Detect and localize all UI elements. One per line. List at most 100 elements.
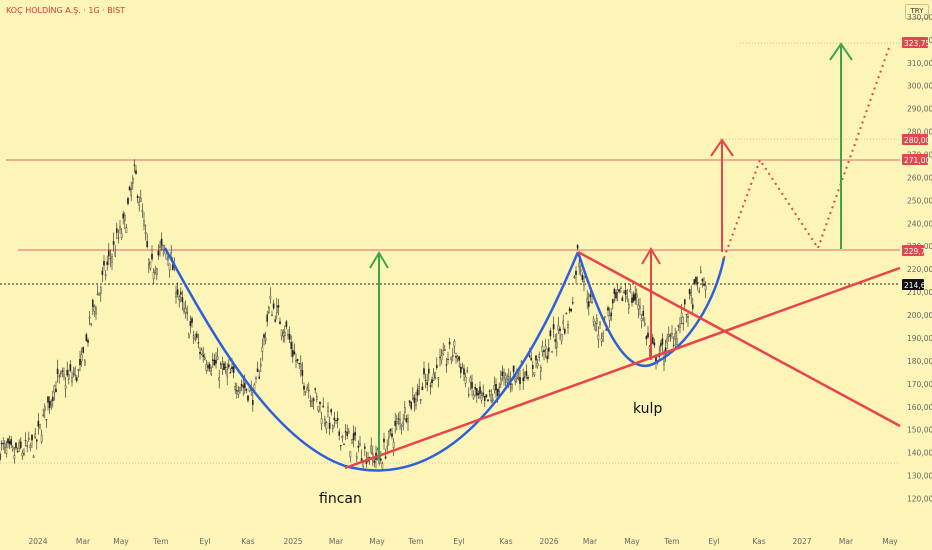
candle-body xyxy=(237,391,240,395)
x-tick-label: May xyxy=(624,537,640,546)
price-axis[interactable]: 330,00320,00310,00300,00290,00280,00270,… xyxy=(907,13,932,504)
candle-body xyxy=(194,337,197,340)
candle-body xyxy=(612,299,614,304)
y-tick-label: 260,00 xyxy=(907,173,932,182)
candle-body xyxy=(335,420,337,422)
price-tag-resistance: 271,00 xyxy=(902,154,930,165)
candle-body xyxy=(405,418,408,422)
candle-body xyxy=(20,441,22,448)
candle-body xyxy=(2,443,4,445)
candle-body xyxy=(152,272,155,280)
candle-body xyxy=(109,258,112,260)
y-tick-label: 140,00 xyxy=(907,449,932,458)
candle-body xyxy=(480,395,483,401)
candle-body xyxy=(50,400,52,405)
y-tick-label: 120,00 xyxy=(907,495,932,504)
candle-body xyxy=(360,458,363,461)
candle-body xyxy=(123,214,126,221)
candle-body xyxy=(117,237,120,239)
candle-body xyxy=(79,359,81,366)
candle-body xyxy=(277,304,280,308)
svg-text:323,75: 323,75 xyxy=(904,39,930,48)
candle-body xyxy=(255,377,257,379)
candle-body xyxy=(541,346,544,352)
candle-body xyxy=(544,345,547,350)
candle-body xyxy=(245,388,248,391)
candle-body xyxy=(501,371,504,376)
candle-body xyxy=(495,384,497,391)
candle-body xyxy=(160,238,163,246)
candlestick-series xyxy=(0,159,707,471)
candle-body xyxy=(136,195,139,198)
currency-selector-button[interactable]: TRY xyxy=(905,4,929,19)
candle-body xyxy=(629,289,632,292)
candle-body xyxy=(636,293,638,298)
candle-body xyxy=(8,441,11,445)
candle-body xyxy=(528,355,531,358)
candle-body xyxy=(637,304,640,310)
candle-body xyxy=(690,292,692,296)
candle-body xyxy=(325,422,328,430)
candle-body xyxy=(269,296,272,299)
candle-body xyxy=(290,342,293,349)
candle-body xyxy=(202,354,205,357)
candle-body xyxy=(184,307,187,313)
candle-body xyxy=(380,458,382,461)
candle-body xyxy=(687,316,689,318)
candle-body xyxy=(271,314,273,316)
candle-body xyxy=(391,433,393,438)
candle-body xyxy=(221,364,224,369)
candle-body xyxy=(652,337,654,344)
candle-body xyxy=(445,364,448,366)
candle-body xyxy=(151,253,153,260)
candle-body xyxy=(423,368,425,375)
candle-body xyxy=(621,297,624,302)
candle-body xyxy=(13,455,16,459)
candle-body xyxy=(448,341,451,345)
candle-body xyxy=(264,338,267,341)
x-tick-label: May xyxy=(882,537,898,546)
candle-body xyxy=(416,389,419,396)
candle-body xyxy=(645,336,648,339)
candle-body xyxy=(176,289,179,295)
candle-body xyxy=(549,330,552,337)
candle-body xyxy=(589,294,592,298)
x-tick-label: May xyxy=(113,537,129,546)
candle-body xyxy=(168,263,171,271)
candle-body xyxy=(276,306,278,314)
candle-body xyxy=(154,269,157,273)
candle-body xyxy=(530,357,532,361)
candle-body xyxy=(208,364,211,370)
candle-body xyxy=(634,293,636,301)
candle-body xyxy=(18,442,21,450)
candle-body xyxy=(511,384,513,389)
candle-body xyxy=(556,341,558,348)
candle-body xyxy=(29,445,32,448)
candle-body xyxy=(351,438,353,444)
candle-body xyxy=(213,359,216,366)
candle-body xyxy=(285,321,288,327)
candle-body xyxy=(189,321,192,326)
candle-body xyxy=(308,389,310,392)
candle-body xyxy=(532,365,534,369)
candle-body xyxy=(341,436,344,439)
candle-body xyxy=(192,335,195,338)
candle-body xyxy=(568,308,571,311)
candle-body xyxy=(570,308,572,312)
candle-body xyxy=(303,385,305,390)
candle-body xyxy=(389,429,392,432)
time-axis[interactable]: 2024 Mar May Tem Eyl Kas 2025 Mar May Tem Eyl Kas 20… xyxy=(28,537,898,546)
y-tick-label: 170,00 xyxy=(907,380,932,389)
candle-body xyxy=(282,332,285,337)
candle-body xyxy=(125,227,128,233)
candle-body xyxy=(300,363,302,371)
x-tick-label: Eyl xyxy=(453,537,464,546)
candle-body xyxy=(640,318,643,321)
candle-body xyxy=(504,375,507,380)
candle-body xyxy=(234,386,237,391)
candle-body xyxy=(596,318,598,324)
candle-body xyxy=(562,320,564,324)
candle-body xyxy=(3,443,6,448)
candle-body xyxy=(672,344,675,346)
